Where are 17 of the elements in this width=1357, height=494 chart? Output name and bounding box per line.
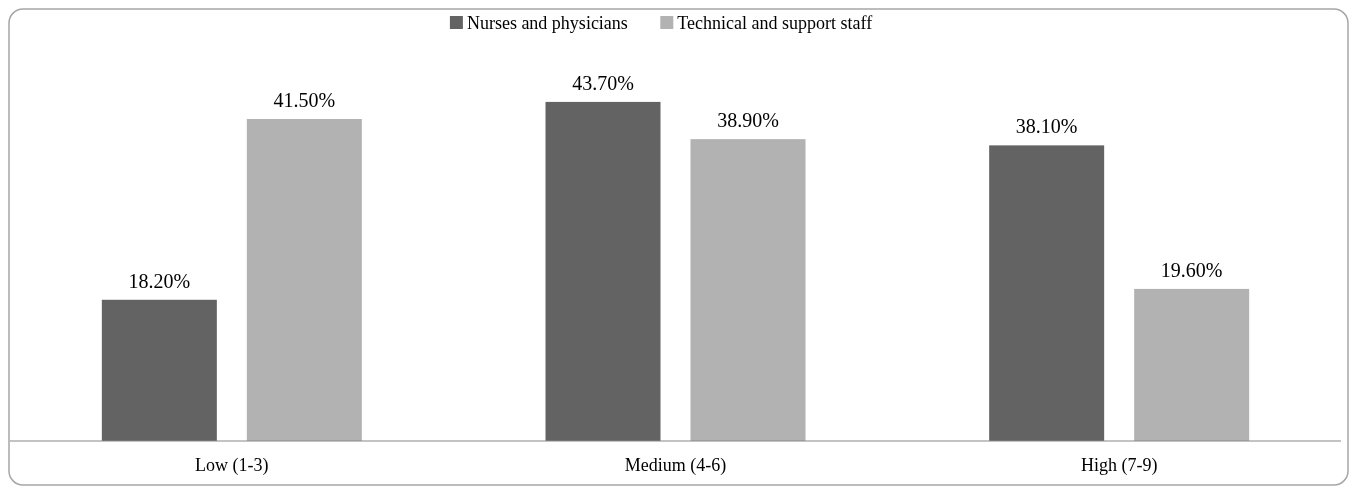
x-tick-label: Low (1-3) xyxy=(195,455,269,476)
data-label: 19.60% xyxy=(1160,258,1223,281)
bar xyxy=(690,139,806,441)
x-tick-label: High (7-9) xyxy=(1080,455,1158,476)
bar xyxy=(545,101,661,441)
bar xyxy=(101,299,217,441)
data-label: 18.20% xyxy=(128,269,191,292)
legend-label: Technical and support staff xyxy=(677,13,873,33)
bar xyxy=(989,145,1105,441)
data-label: 43.70% xyxy=(572,71,634,94)
bar xyxy=(246,118,362,441)
data-label: 41.50% xyxy=(273,88,336,111)
x-tick-label: Medium (4-6) xyxy=(624,455,727,476)
legend-label: Nurses and physicians xyxy=(466,13,628,33)
data-label: 38.10% xyxy=(1015,115,1078,138)
data-label: 38.90% xyxy=(717,109,779,132)
bar xyxy=(1134,288,1250,441)
